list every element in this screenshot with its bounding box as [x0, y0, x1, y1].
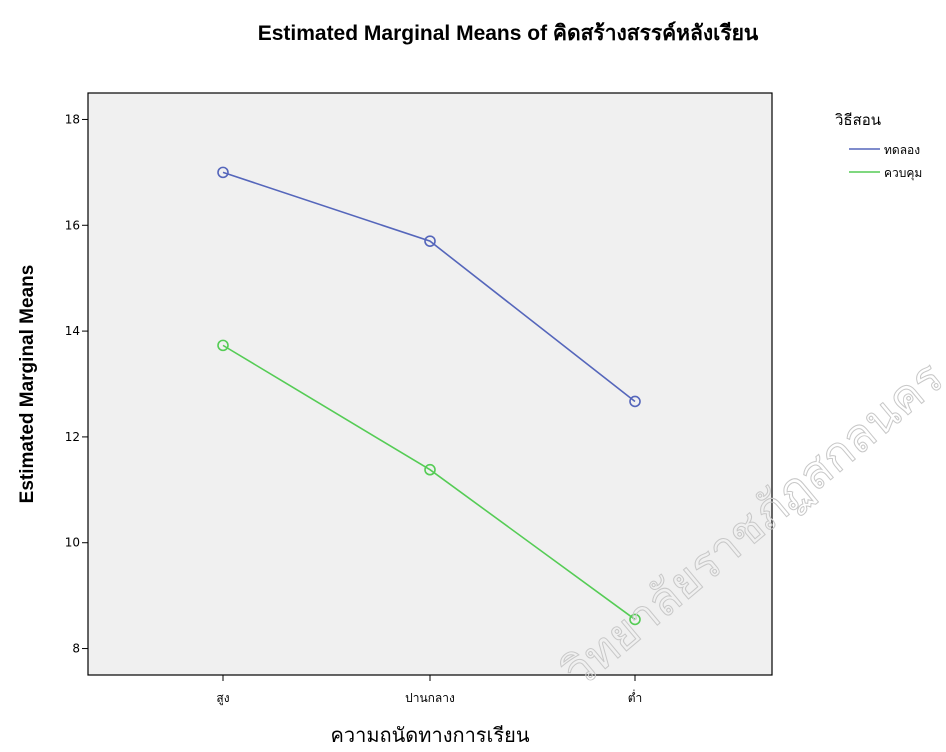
y-tick-label: 12	[65, 430, 80, 444]
plot-area	[87, 92, 773, 676]
legend-label-1: ควบคุม	[884, 166, 922, 181]
x-tick-label: สูง	[216, 691, 229, 706]
data-point-0-2	[629, 395, 641, 408]
data-point-1-2	[629, 613, 641, 626]
x-axis: สูง ปานกลาง ต่ำ	[216, 675, 642, 706]
y-tick-label: 10	[65, 536, 80, 550]
y-axis: 8 10 12 14 16 18	[65, 112, 88, 656]
data-point-1-1	[424, 463, 436, 476]
x-axis-label: ความถนัดทางการเรียน	[330, 723, 529, 747]
x-tick-label: ต่ำ	[628, 689, 643, 705]
y-axis-label: Estimated Marginal Means	[17, 265, 38, 504]
y-tick-label: 14	[65, 324, 80, 338]
data-point-0-1	[424, 235, 436, 247]
x-tick-label: ปานกลาง	[405, 691, 455, 705]
y-tick-label: 18	[65, 112, 80, 126]
data-point-0-0	[217, 166, 229, 179]
y-tick-label: 16	[65, 218, 80, 232]
legend-label-0: ทดลอง	[884, 143, 920, 157]
legend-title: วิธีสอน	[834, 111, 881, 129]
series-layer	[217, 166, 641, 626]
series-line-1	[222, 344, 636, 621]
data-point-1-0	[217, 339, 229, 352]
chart-title: Estimated Marginal Means of คิดสร้างสรรค…	[258, 21, 759, 45]
series-line-0	[222, 171, 636, 403]
y-tick-label: 8	[72, 642, 80, 656]
